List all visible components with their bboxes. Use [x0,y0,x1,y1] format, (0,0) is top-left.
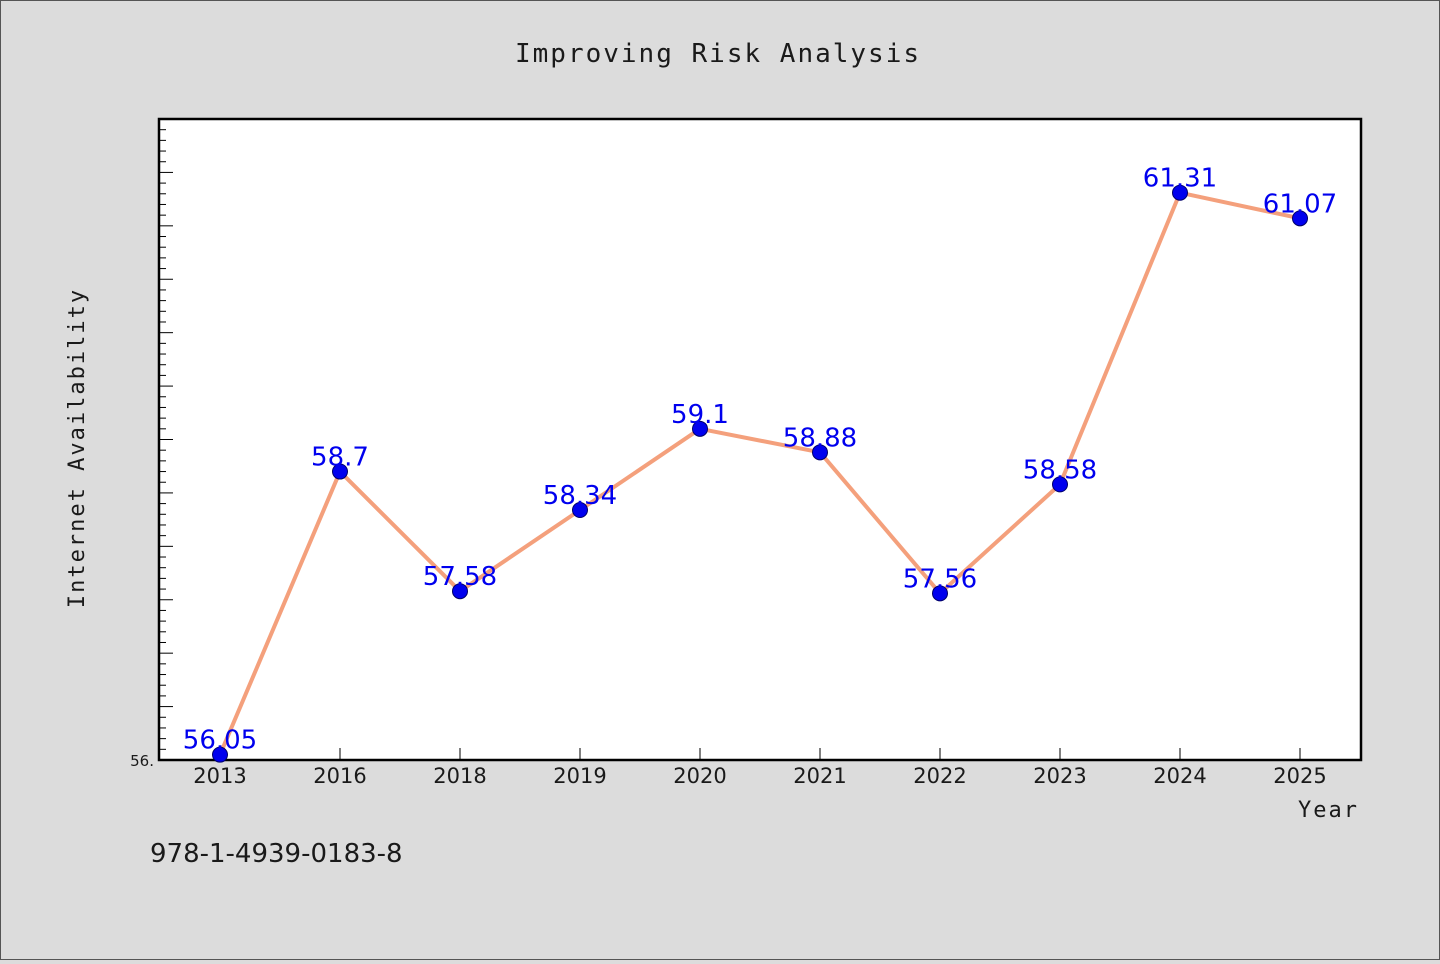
x-tick-labels: 2013 2016 2018 2019 2020 2021 2022 2023 2024 2025 [193,764,1326,788]
x-tick-label-2023: 2023 [1033,764,1086,788]
series-line [218,190,1302,757]
x-tick-label-2025: 2025 [1273,764,1326,788]
x-tick-label-2021: 2021 [793,764,846,788]
x-tick-label-2024: 2024 [1153,764,1206,788]
data-point-2020 [692,420,708,437]
x-tick-label-2022: 2022 [913,764,966,788]
data-point-2025 [1292,210,1308,227]
data-point-2013 [212,746,228,763]
data-label-2016: 58.7 [311,443,369,473]
series-line-group [218,190,1302,757]
data-label-2022: 57.56 [903,564,977,594]
data-label-2021: 58.88 [783,423,857,453]
x-tick-label-2016: 2016 [313,764,366,788]
y-axis-ticks [159,118,173,761]
x-axis-label: Year [1298,798,1359,823]
data-point-2024 [1172,184,1188,201]
data-label-2019: 58.34 [543,481,617,511]
data-point-2022 [932,585,948,602]
x-tick-label-2020: 2020 [673,764,726,788]
data-point-2016 [332,463,348,480]
chart-title: Improving Risk Analysis [515,39,921,69]
data-label-2018: 57.58 [423,562,497,592]
data-label-2013: 56.05 [183,726,257,756]
data-point-2019 [572,502,588,519]
data-markers [212,184,1308,763]
data-label-2025: 61.07 [1263,189,1337,219]
x-tick-label-2019: 2019 [553,764,606,788]
y-axis-label: Internet Availability [65,288,90,608]
data-point-2023 [1052,476,1068,493]
y-tick-label: 56. [130,752,154,770]
data-label-2023: 58.58 [1023,455,1097,485]
x-tick-label-2013: 2013 [193,764,246,788]
data-label-2020: 59.1 [671,400,729,430]
data-point-2018 [452,583,468,600]
data-labels: 56.05 58.7 57.58 58.34 59.1 58.88 57.56 58.58 61… [183,164,1337,756]
isbn-footer: 978-1-4939-0183-8 [150,839,403,869]
x-tick-label-2018: 2018 [433,764,486,788]
data-point-2021 [812,444,828,461]
data-label-2024: 61.31 [1143,164,1217,194]
